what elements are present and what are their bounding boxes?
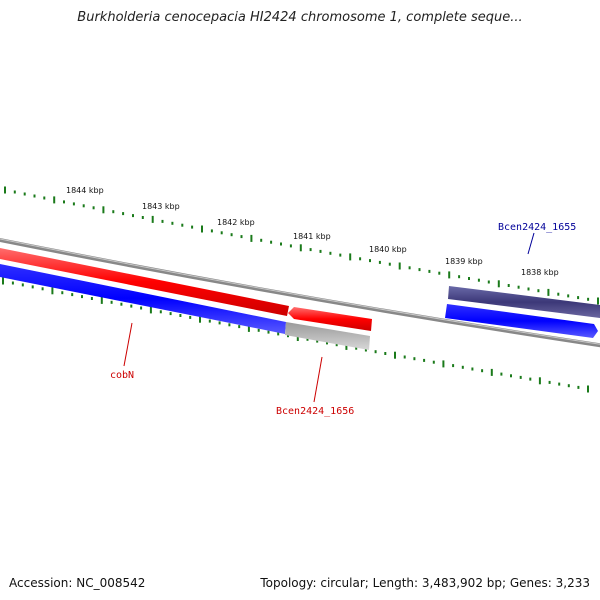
tick-label-1841: 1841 kbp — [293, 232, 331, 241]
tick-label-1842: 1842 kbp — [217, 218, 255, 227]
bcen1656-pseudo-feature[interactable] — [285, 322, 370, 350]
accession-text: Accession: NC_008542 — [9, 576, 146, 590]
genome-backbone-highlight — [0, 238, 600, 345]
bcen1656-label-line — [313, 356, 323, 403]
tick-label-1843: 1843 kbp — [142, 202, 180, 211]
tick-label-1839: 1839 kbp — [445, 257, 483, 266]
gene-label-cobN[interactable]: cobN — [110, 370, 134, 381]
topology-text: Topology: circular; Length: 3,483,902 bp… — [260, 576, 590, 590]
tick-labels: 1844 kbp 1843 kbp 1842 kbp 1841 kbp 1840… — [66, 186, 559, 277]
cobN-forward-cds[interactable] — [0, 247, 289, 316]
tick-label-1844: 1844 kbp — [66, 186, 104, 195]
bcen1655-reverse-cds[interactable] — [445, 304, 598, 338]
genome-backbone — [0, 237, 600, 348]
bcen1656-forward-cds[interactable] — [288, 307, 372, 331]
cobN-reverse-cds[interactable] — [0, 263, 286, 334]
tick-label-1838: 1838 kbp — [521, 268, 559, 277]
outer-tick-ruler — [4, 186, 599, 305]
bcen1655-feature[interactable] — [448, 286, 600, 318]
bcen1655-label-line — [527, 232, 535, 255]
tick-label-1840: 1840 kbp — [369, 245, 407, 254]
cobN-label-line — [123, 322, 133, 367]
gene-label-bcen1656[interactable]: Bcen2424_1656 — [276, 406, 354, 417]
map-title: Burkholderia cenocepacia HI2424 chromoso… — [77, 10, 523, 25]
gene-label-bcen1655[interactable]: Bcen2424_1655 — [498, 222, 576, 233]
